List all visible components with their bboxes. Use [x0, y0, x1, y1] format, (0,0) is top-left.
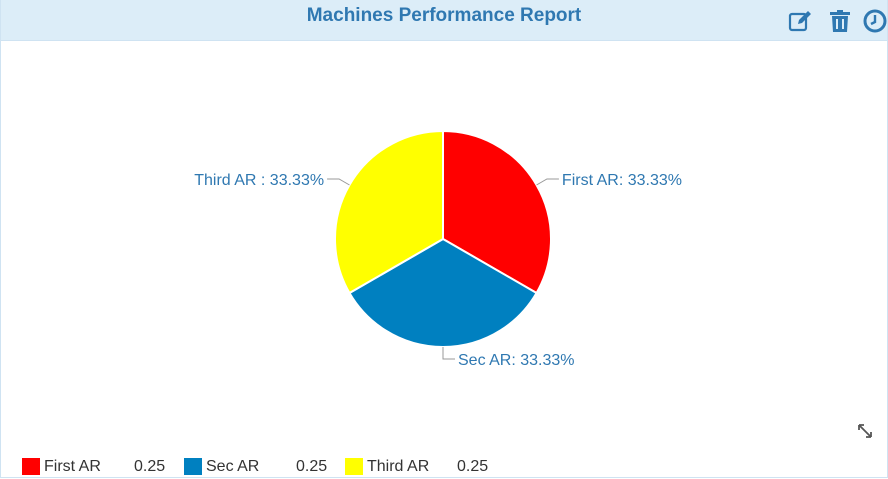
- data-label: First AR: 33.33%: [562, 172, 682, 189]
- clock-icon[interactable]: [862, 8, 888, 34]
- legend-label: Sec AR: [206, 458, 260, 475]
- page-title: Machines Performance Report: [306, 5, 582, 26]
- pie-slice-sec-ar[interactable]: [348, 237, 538, 348]
- legend-swatch-third-ar: [345, 458, 363, 475]
- pie-slice-first-ar[interactable]: [442, 129, 552, 295]
- legend-swatch-sec-ar: [184, 458, 202, 475]
- legend-swatch-first-ar: [22, 458, 40, 475]
- leader-line: [536, 178, 559, 186]
- legend-label: First AR: [44, 458, 101, 475]
- legend-value: 0.25: [296, 458, 328, 475]
- pie-slice-third-ar[interactable]: [334, 129, 444, 295]
- trash-icon[interactable]: [827, 8, 853, 34]
- leader-line: [442, 347, 455, 360]
- legend-value: 0.25: [457, 458, 489, 475]
- edit-icon[interactable]: [787, 8, 813, 34]
- data-label: Third AR : 33.33%: [194, 172, 324, 189]
- legend-value: 0.25: [134, 458, 166, 475]
- panel-header: Machines Performance Report: [1, 0, 887, 41]
- resize-handle-icon[interactable]: [856, 422, 874, 440]
- legend-label: Third AR: [367, 458, 430, 475]
- leader-line: [327, 178, 350, 186]
- data-label: Sec AR: 33.33%: [458, 352, 575, 369]
